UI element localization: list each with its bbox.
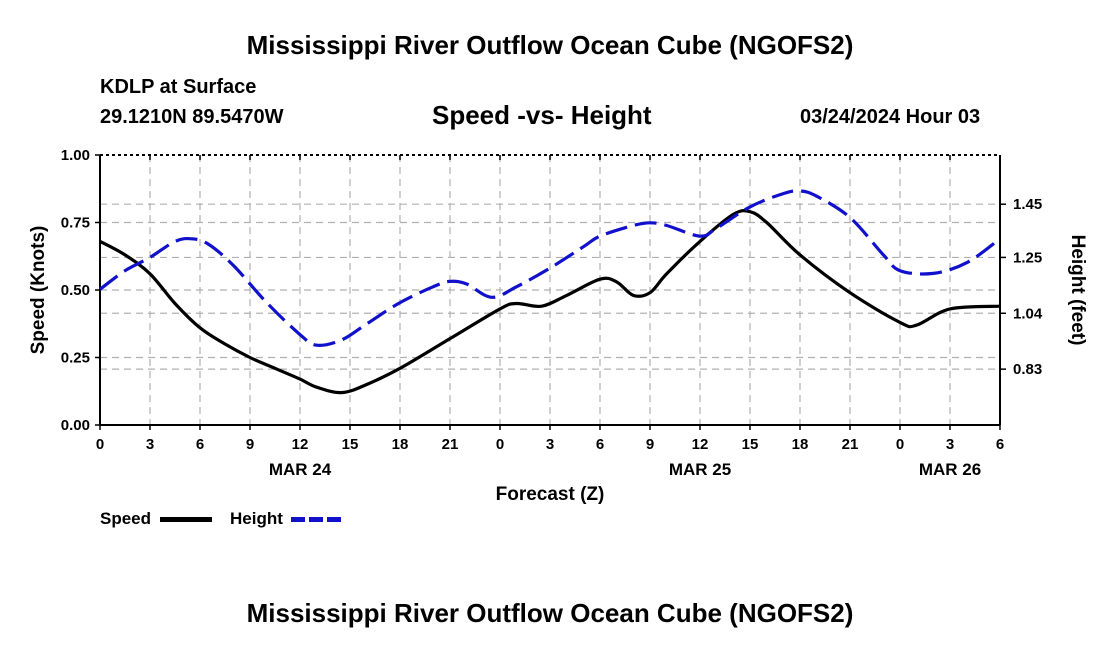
x-tick-label: 3 [146,436,154,453]
x-tick-label: 12 [292,436,309,453]
x-tick-label: 18 [792,436,809,453]
x-tick-label: 6 [996,436,1004,453]
legend-height-swatch [291,517,343,522]
legend-height-label: Height [230,509,283,528]
chart-subtitle: Speed -vs- Height [432,100,652,130]
speed-series-line [99,209,1001,395]
x-tick-label: 9 [246,436,254,453]
x-tick-label: 6 [596,436,604,453]
x-tick-label: 12 [692,436,709,453]
x-tick-label: 0 [896,436,904,453]
x-tick-label: 3 [546,436,554,453]
y-tick-label: 0.25 [61,350,90,367]
x-tick-label: 0 [496,436,504,453]
y2-tick-label: 1.45 [1013,196,1042,213]
footer-title: Mississippi River Outflow Ocean Cube (NG… [246,598,854,628]
y-axis-label: Speed (Knots) [28,226,49,355]
x-tick-label: 9 [646,436,654,453]
legend-speed-swatch [160,517,212,522]
height-series-line [99,189,1001,347]
y-tick-label: 0.00 [61,417,90,434]
x-tick-label: 21 [842,436,859,453]
date-label: MAR 26 [919,460,981,479]
date-label: MAR 24 [269,460,332,479]
y2-tick-label: 0.83 [1013,361,1042,378]
x-tick-label: 0 [96,436,104,453]
chart-title: Mississippi River Outflow Ocean Cube (NG… [246,30,854,60]
y2-axis-label: Height (feet) [1067,235,1088,346]
y-tick-label: 0.75 [61,215,90,232]
y-tick-label: 1.00 [61,147,90,164]
y2-tick-label: 1.04 [1013,305,1043,322]
x-tick-label: 3 [946,436,954,453]
station-coordinates: 29.1210N 89.5470W [100,106,284,128]
y-tick-label: 0.50 [61,282,90,299]
y2-tick-label: 1.25 [1013,249,1042,266]
station-label: KDLP at Surface [100,76,257,98]
x-tick-label: 21 [442,436,459,453]
x-axis-label: Forecast (Z) [496,484,605,505]
x-tick-label: 15 [342,436,359,453]
x-tick-label: 6 [196,436,204,453]
x-tick-label: 18 [392,436,409,453]
forecast-timestamp: 03/24/2024 Hour 03 [800,106,981,128]
x-tick-label: 15 [742,436,759,453]
date-label: MAR 25 [669,460,731,479]
legend-speed-label: Speed [100,509,152,528]
